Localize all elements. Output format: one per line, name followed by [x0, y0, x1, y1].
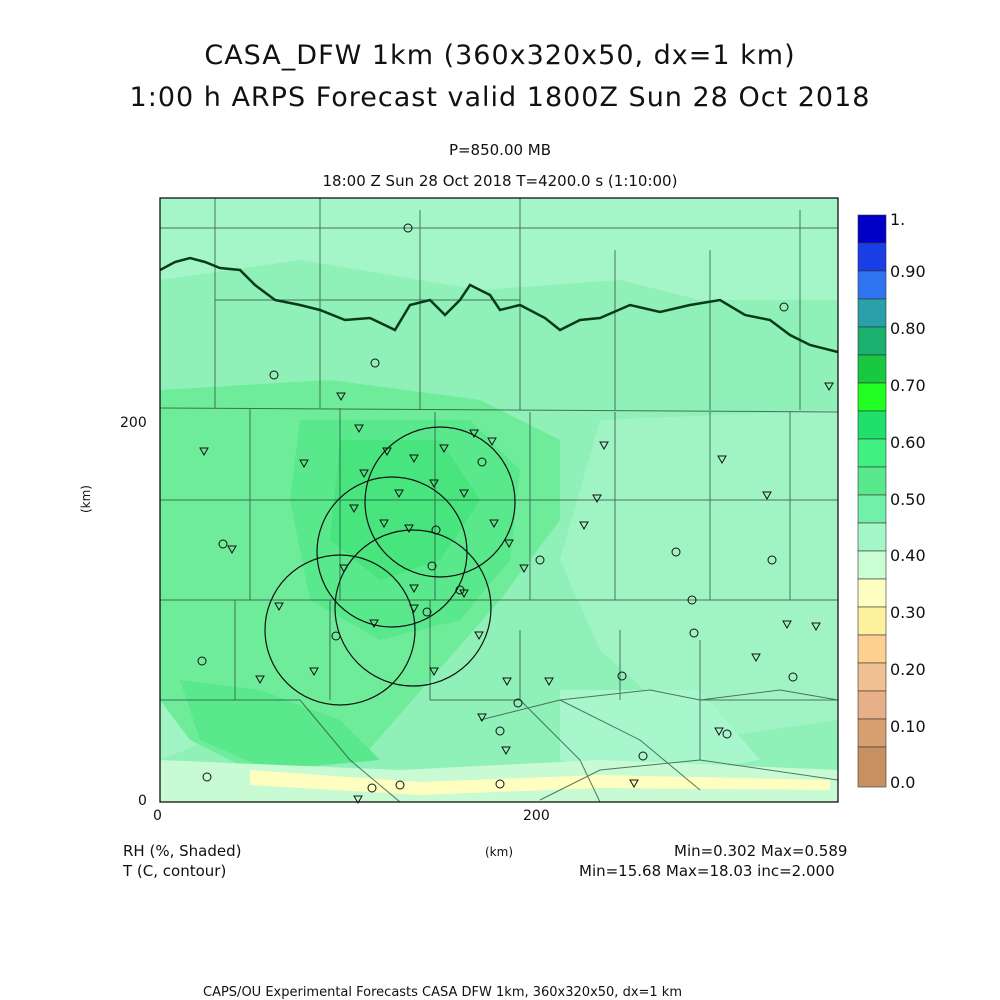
- rh-colorbar: [857, 214, 887, 788]
- colorbar-label: 0.70: [890, 376, 926, 395]
- footer-credit: CAPS/OU Experimental Forecasts CASA DFW …: [203, 985, 683, 1000]
- t-stats: Min=15.68 Max=18.03 inc=2.000: [579, 862, 835, 880]
- rh-legend-label: RH (%, Shaded): [123, 842, 242, 860]
- y-axis-unit: (km): [79, 484, 94, 514]
- radar-range-rings: [264, 426, 516, 706]
- plot-title-line-1: CASA_DFW 1km (360x320x50, dx=1 km): [204, 40, 796, 71]
- rh-shaded-field: [160, 198, 838, 802]
- radar-ring: [364, 426, 516, 578]
- y-tick-label: 200: [120, 415, 147, 431]
- x-axis-unit: (km): [485, 845, 514, 859]
- valid-time-label: 18:00 Z Sun 28 Oct 2018 T=4200.0 s (1:10…: [322, 172, 678, 190]
- colorbar-label: 0.10: [890, 717, 926, 736]
- rh-stats: Min=0.302 Max=0.589: [674, 842, 848, 860]
- map-frame: [159, 197, 839, 803]
- colorbar-label: 0.30: [890, 603, 926, 622]
- station-markers: [197, 223, 834, 805]
- colorbar-label: 0.40: [890, 546, 926, 565]
- colorbar-label: 0.0: [890, 773, 916, 792]
- radar-ring: [334, 529, 492, 687]
- x-tick-label: 0: [153, 808, 162, 824]
- plot-title-line-2: 1:00 h ARPS Forecast valid 1800Z Sun 28 …: [129, 82, 871, 113]
- colorbar-label: 0.90: [890, 262, 926, 281]
- colorbar-label: 0.20: [890, 660, 926, 679]
- colorbar-label: 0.80: [890, 319, 926, 338]
- radar-ring: [264, 554, 416, 706]
- x-tick-label: 200: [523, 808, 550, 824]
- colorbar-label: 0.60: [890, 433, 926, 452]
- y-tick-label: 0: [138, 793, 147, 809]
- pressure-level-label: P=850.00 MB: [448, 141, 552, 159]
- colorbar-label: 1.: [890, 210, 906, 229]
- t-legend-label: T (C, contour): [123, 862, 227, 880]
- colorbar-label: 0.50: [890, 490, 926, 509]
